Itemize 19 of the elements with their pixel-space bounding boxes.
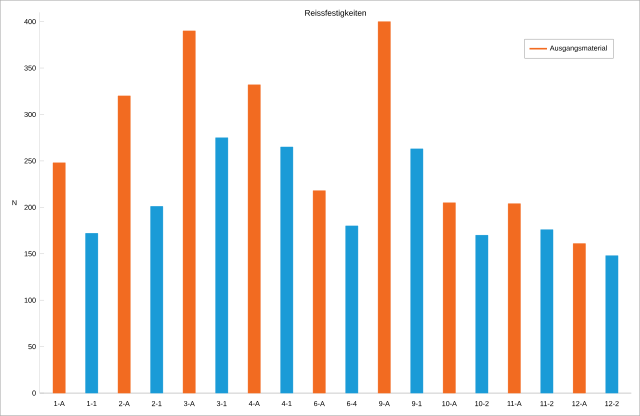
bar <box>345 226 358 394</box>
bar <box>312 190 326 394</box>
bar <box>280 146 294 394</box>
bar <box>248 84 261 394</box>
bar <box>605 255 618 394</box>
bar <box>215 138 228 394</box>
bar <box>150 206 164 394</box>
bar <box>508 203 521 394</box>
bar <box>182 30 196 394</box>
bar <box>442 202 456 394</box>
bar <box>540 229 554 394</box>
chart-title: Reissfestigkeiten <box>305 10 366 18</box>
bar <box>475 235 488 394</box>
bar <box>118 96 131 394</box>
bar <box>52 162 66 394</box>
bar <box>572 243 586 394</box>
bar <box>378 21 391 394</box>
bar <box>410 148 424 394</box>
bar <box>85 233 98 394</box>
